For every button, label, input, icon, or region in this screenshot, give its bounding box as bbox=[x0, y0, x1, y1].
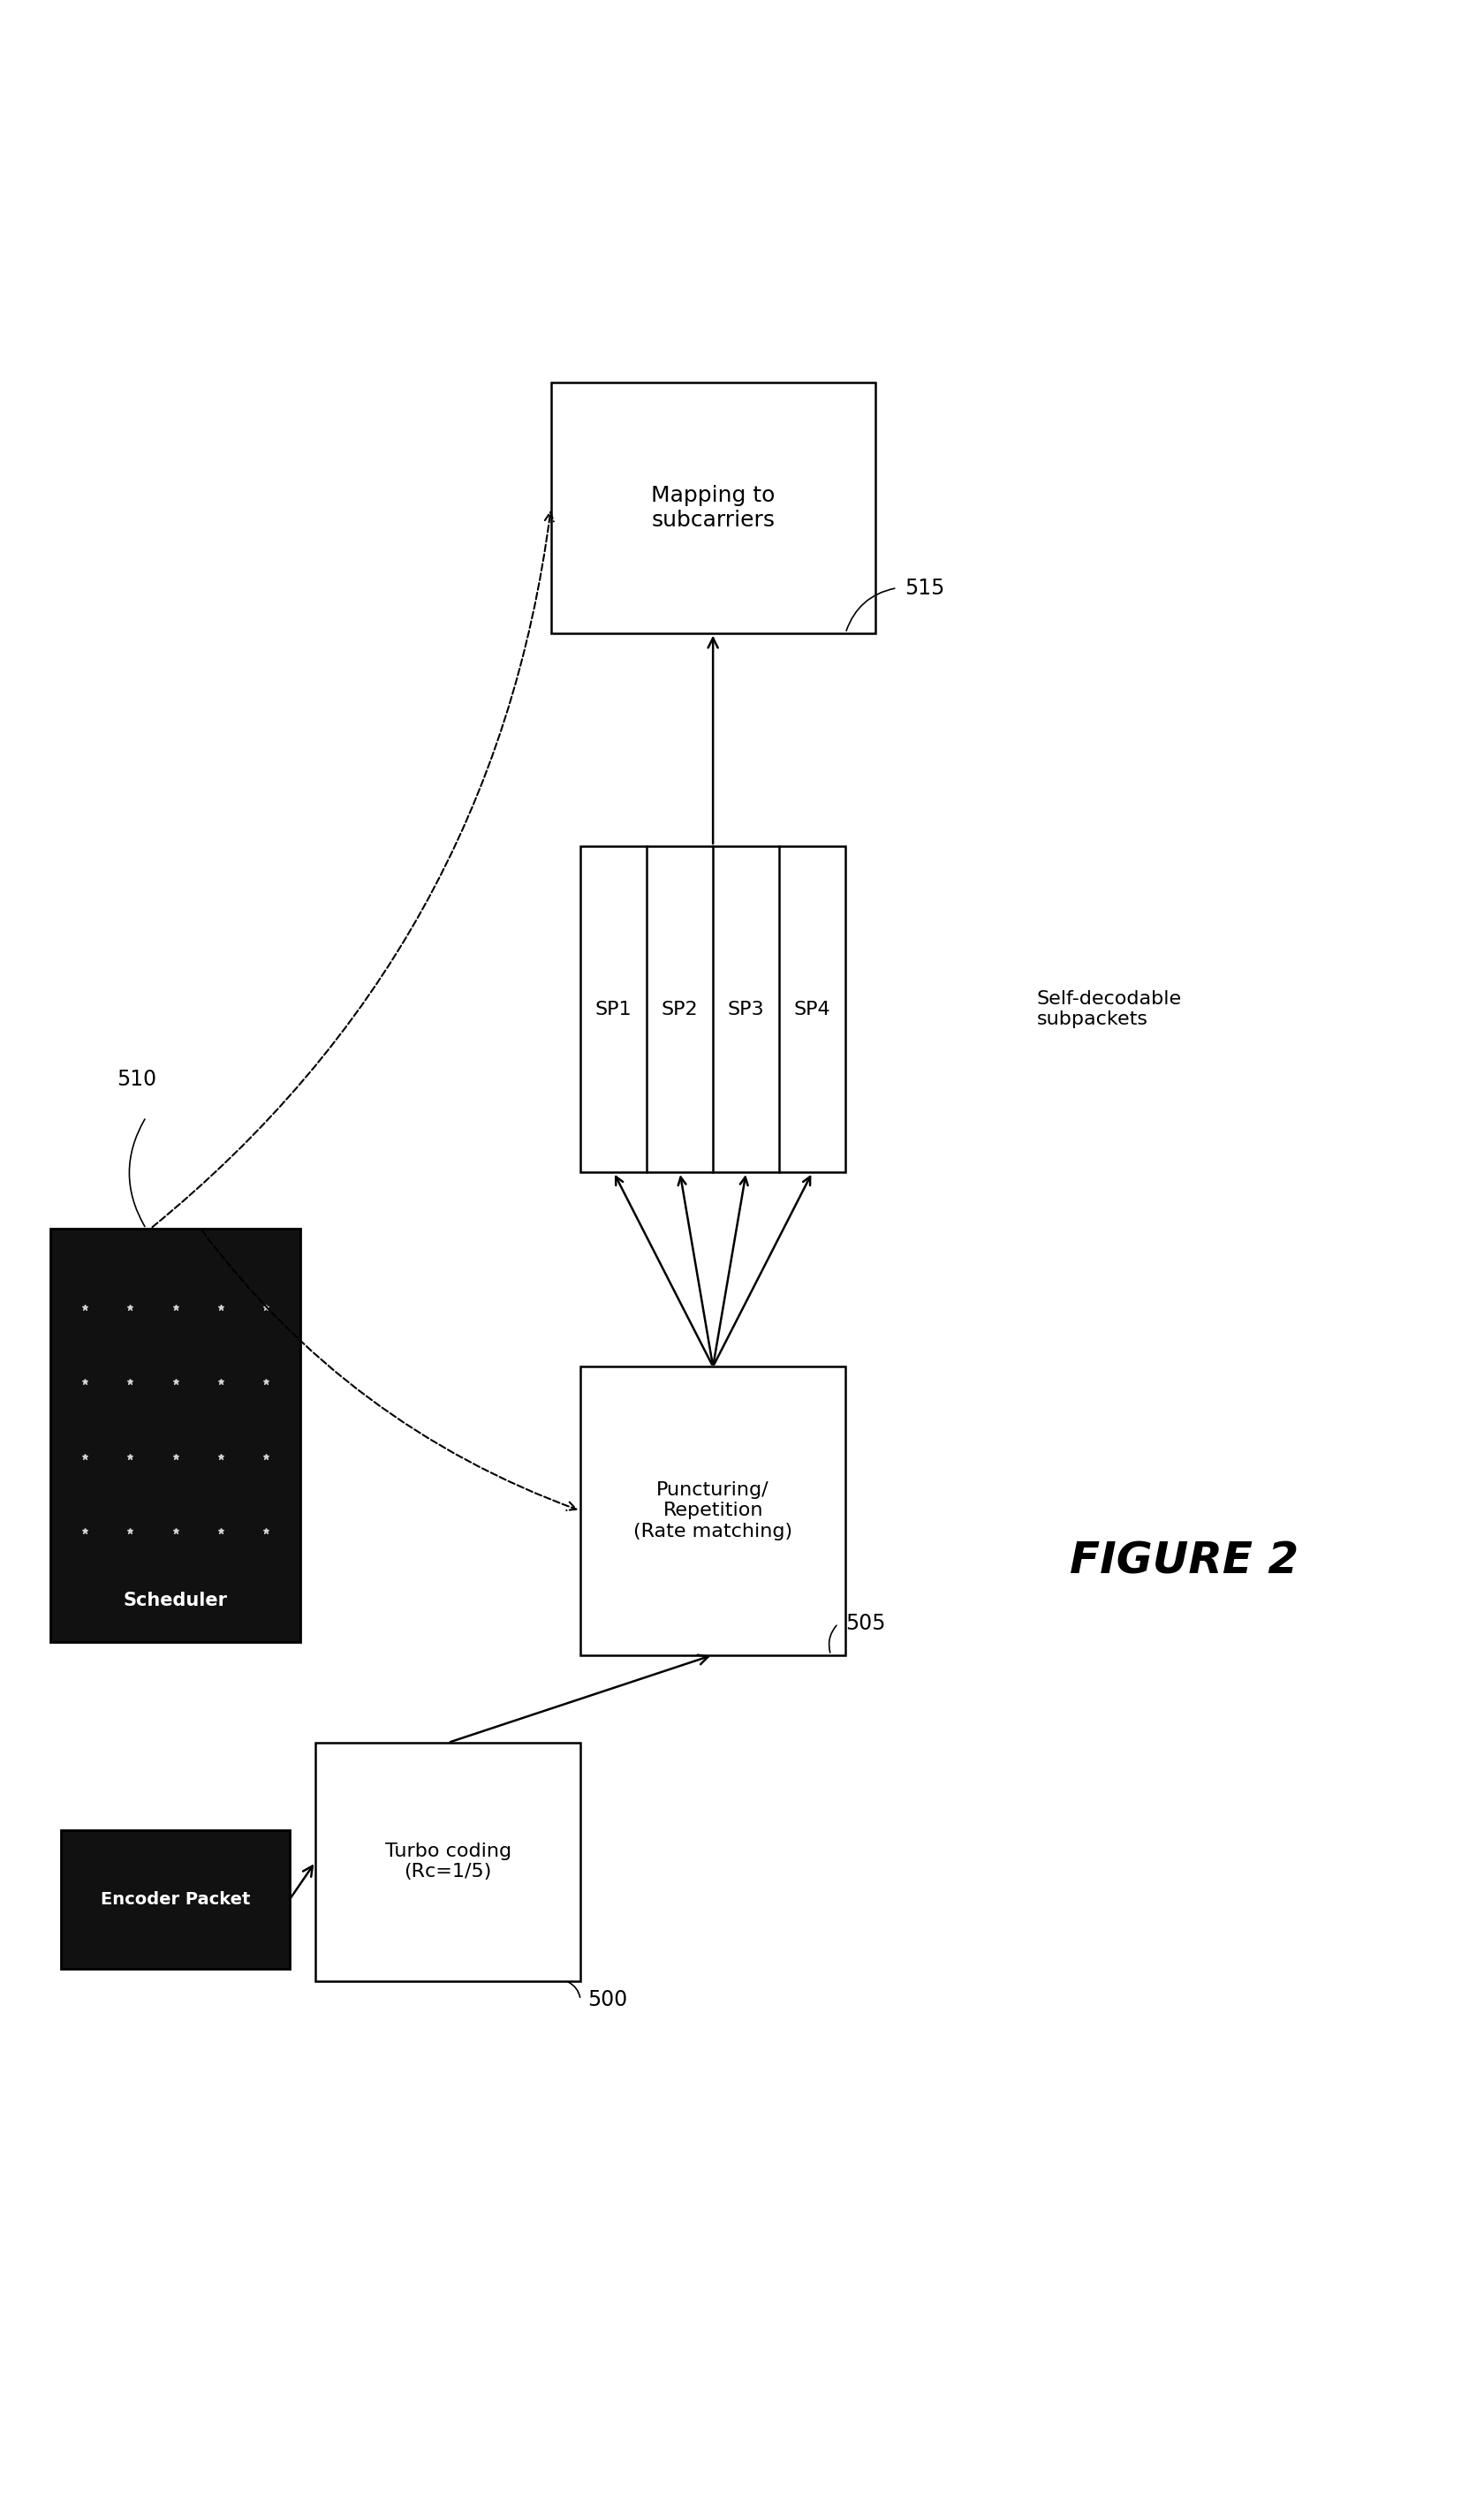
FancyBboxPatch shape bbox=[50, 1230, 300, 1643]
Text: Scheduler: Scheduler bbox=[123, 1593, 227, 1610]
Text: Puncturing/
Repetition
(Rate matching): Puncturing/ Repetition (Rate matching) bbox=[634, 1482, 792, 1540]
Text: Turbo coding
(Rc=1/5): Turbo coding (Rc=1/5) bbox=[384, 1842, 510, 1880]
Text: SP3: SP3 bbox=[727, 1000, 764, 1018]
FancyBboxPatch shape bbox=[551, 383, 874, 633]
Text: SP2: SP2 bbox=[660, 1000, 697, 1018]
Text: Encoder Packet: Encoder Packet bbox=[101, 1890, 251, 1908]
Text: Self-decodable
subpackets: Self-decodable subpackets bbox=[1036, 990, 1181, 1028]
Text: 500: 500 bbox=[588, 1988, 628, 2011]
FancyBboxPatch shape bbox=[580, 1366, 844, 1656]
Text: SP1: SP1 bbox=[595, 1000, 632, 1018]
Text: 505: 505 bbox=[844, 1613, 884, 1635]
Text: 515: 515 bbox=[904, 577, 944, 600]
Text: FIGURE 2: FIGURE 2 bbox=[1068, 1540, 1298, 1583]
FancyBboxPatch shape bbox=[580, 847, 844, 1172]
Text: 510: 510 bbox=[117, 1068, 156, 1091]
FancyBboxPatch shape bbox=[315, 1744, 580, 1981]
Text: Mapping to
subcarriers: Mapping to subcarriers bbox=[650, 484, 775, 532]
FancyBboxPatch shape bbox=[61, 1830, 289, 1968]
Text: SP4: SP4 bbox=[794, 1000, 830, 1018]
